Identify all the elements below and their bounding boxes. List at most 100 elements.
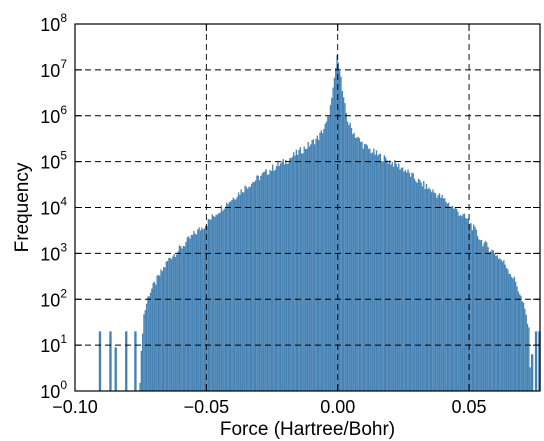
histogram-bar [407,169,409,391]
histogram-bar [275,166,278,391]
x-tick-label: 0.00 [320,397,355,417]
histogram-bar [306,148,308,391]
histogram-bar [270,170,273,391]
histogram-bar [508,273,510,391]
histogram-bar [360,141,362,391]
histogram-bar [252,181,254,391]
histogram-bar [375,150,378,391]
x-tick-label: −0.05 [184,397,230,417]
histogram-bar [354,137,357,391]
histogram-bar [445,202,447,391]
histogram-bar [373,148,375,391]
histogram-bar [219,212,221,391]
histogram-bar [157,274,160,391]
histogram-bar [350,127,353,392]
histogram-bar [402,167,404,391]
histogram-bar [394,160,396,391]
histogram-bar [205,225,207,391]
histogram-bar [207,218,209,391]
y-tick-label: 106 [40,103,67,127]
histogram-bar [363,144,366,391]
histogram-bar [427,188,429,391]
histogram-bar [195,234,198,391]
histogram-bar [295,149,297,391]
x-tick-labels: −0.10 −0.05 0.00 0.05 [52,397,486,417]
histogram-bar [286,163,288,391]
histogram-bar [415,181,417,391]
histogram-bar [487,247,489,391]
histogram-bar [258,180,261,391]
histogram-bar [312,139,315,391]
histogram-bar [448,202,450,391]
histogram-bar [163,267,165,391]
histogram-bar [248,186,250,391]
histogram-bar [141,333,144,391]
y-tick-label: 103 [40,240,67,264]
x-tick-label: −0.10 [52,397,98,417]
histogram-bar [262,172,265,391]
histogram-bar [458,215,460,391]
histogram-bar [507,269,509,391]
histogram-bar [314,144,316,391]
histogram-bar [231,199,233,391]
histogram-bar [434,193,437,391]
histogram-bar [482,246,484,391]
histogram-bar [329,105,332,391]
histogram-bar [486,242,488,391]
y-tick-label: 105 [40,149,67,173]
histogram-bar [512,278,514,391]
outlier-bar [530,354,534,391]
histogram-bar [465,218,467,391]
histogram-bar [340,76,342,391]
histogram-bar [289,158,291,391]
histogram-bar [442,198,445,391]
histogram-bar [155,284,157,391]
histogram-bar [243,192,245,391]
histogram-bar [186,237,188,391]
histogram-bar [367,148,370,391]
histogram-bar [222,210,224,391]
histogram-bar [161,271,164,391]
y-tick-label: 108 [40,11,67,35]
histogram-bar [388,160,391,391]
x-axis-label: Force (Hartree/Bohr) [220,419,395,440]
histogram-bar [198,227,200,391]
histogram-bar [451,205,454,391]
histogram-bar [335,67,337,391]
histogram-bar [479,240,481,391]
outlier-bar [125,331,128,391]
histogram-bar [411,172,413,391]
histogram-bar [400,167,403,391]
histogram-bar [245,186,248,391]
histogram-bar [467,218,470,391]
histogram-bar [212,216,215,391]
grid-lines [75,24,540,391]
histogram-bar [453,208,455,391]
histogram-bar [412,173,414,391]
histogram-bar [408,172,410,391]
histogram-bar [348,125,350,391]
histogram-bar [509,274,512,391]
histogram-bar [185,241,187,391]
histogram-bar [251,183,253,391]
histogram-bar [247,188,249,391]
histogram-bar [366,145,368,391]
histogram-bar [140,350,142,391]
histogram-bar [277,162,279,391]
histogram-bar [399,169,401,391]
histogram-bar [223,209,225,391]
histogram-bar [341,90,343,391]
histogram-bar [331,97,333,392]
histogram-bar [490,251,492,391]
histogram-bar [216,214,219,391]
histogram-bar [382,161,384,391]
histogram-bar [159,275,161,391]
histogram-bar [201,227,203,391]
histogram-bar [210,219,212,391]
histogram-bar [168,257,170,391]
histogram-bar [525,314,527,391]
histogram-bar [495,256,497,391]
histogram-bar [151,288,153,391]
histogram-bar [470,223,472,391]
histogram-bar [462,214,464,391]
